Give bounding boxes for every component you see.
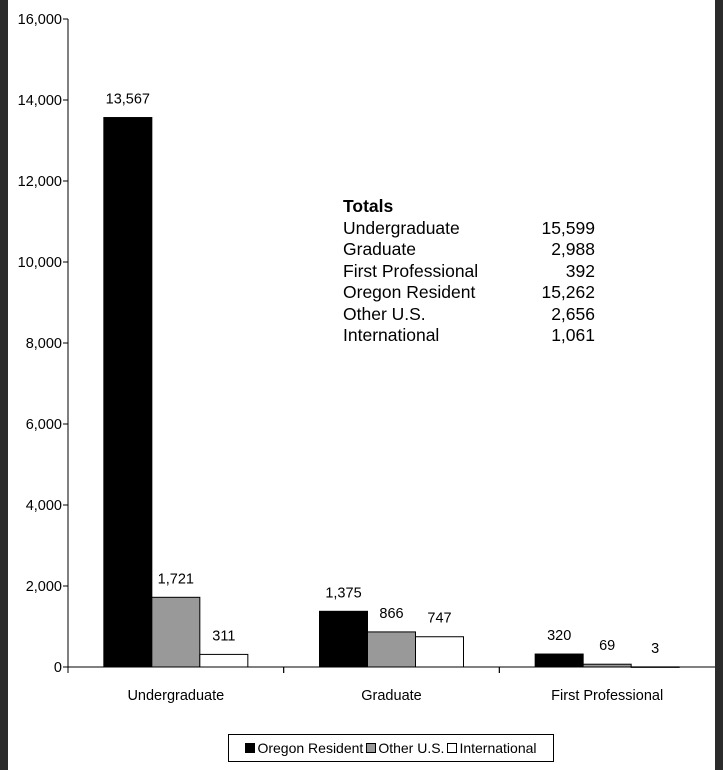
totals-title: Totals	[343, 196, 394, 216]
legend-label: Oregon Resident	[257, 740, 364, 756]
totals-label: Undergraduate	[343, 217, 460, 238]
bar	[367, 631, 416, 668]
data-label: 69	[599, 638, 615, 654]
bar	[319, 610, 368, 668]
data-label: 1,721	[158, 571, 194, 587]
totals-value: 2,656	[551, 303, 595, 324]
data-label: 747	[427, 611, 451, 627]
bar	[534, 653, 584, 668]
legend-item-international: International	[447, 740, 537, 756]
chart-legend: Oregon Resident Other U.S. International	[228, 734, 554, 762]
y-tick-label: 4,000	[26, 498, 62, 514]
legend-item-other-us: Other U.S.	[366, 740, 444, 756]
y-tick-label: 6,000	[26, 417, 62, 433]
legend-swatch	[447, 743, 458, 753]
bar	[582, 663, 632, 668]
category-label: First Professional	[551, 688, 663, 704]
y-tick-label: 16,000	[18, 12, 62, 28]
category-label: Undergraduate	[127, 688, 224, 704]
totals-row-international: International 1,061	[343, 325, 595, 347]
totals-row-undergraduate: Undergraduate 15,599	[343, 218, 595, 240]
totals-value: 15,262	[541, 282, 595, 302]
totals-label: Other U.S.	[343, 303, 426, 324]
bar	[630, 666, 680, 668]
y-tick-label: 14,000	[18, 93, 62, 109]
totals-row-first-professional: First Professional 392	[343, 261, 595, 283]
data-label: 3	[651, 641, 659, 657]
data-label: 13,567	[106, 92, 150, 108]
totals-value: 1,061	[551, 325, 595, 345]
totals-label: International	[343, 325, 440, 345]
left-border	[0, 0, 8, 770]
totals-label: Oregon Resident	[343, 282, 476, 302]
totals-row-oregon-resident: Oregon Resident 15,262	[343, 282, 595, 304]
bar	[151, 596, 201, 668]
bar	[415, 636, 464, 668]
y-tick-label: 12,000	[18, 174, 62, 190]
data-label: 866	[379, 606, 403, 622]
bar	[103, 117, 153, 668]
data-label: 311	[212, 628, 235, 644]
y-tick-label: 2,000	[26, 579, 62, 595]
data-label: 1,375	[325, 585, 361, 601]
legend-swatch	[366, 743, 377, 753]
legend-label: Other U.S.	[378, 740, 445, 756]
y-tick-label: 8,000	[26, 336, 62, 352]
legend-swatch	[245, 743, 256, 753]
totals-value: 15,599	[541, 217, 595, 238]
totals-row-other-us: Other U.S. 2,656	[343, 304, 595, 326]
y-tick-label: 0	[54, 660, 62, 676]
totals-value: 392	[565, 260, 595, 281]
totals-label: First Professional	[343, 260, 479, 281]
data-label: 320	[547, 628, 571, 644]
totals-value: 2,988	[551, 239, 595, 259]
totals-box: Totals Undergraduate 15,599 Graduate 2,9…	[343, 196, 595, 347]
legend-item-oregon-resident: Oregon Resident	[245, 740, 363, 756]
totals-label: Graduate	[343, 239, 416, 259]
right-border	[715, 0, 723, 770]
totals-row-graduate: Graduate 2,988	[343, 239, 595, 261]
category-label: Graduate	[361, 688, 421, 704]
y-tick-label: 10,000	[18, 255, 62, 271]
bar	[199, 653, 249, 668]
legend-label: International	[459, 740, 537, 756]
